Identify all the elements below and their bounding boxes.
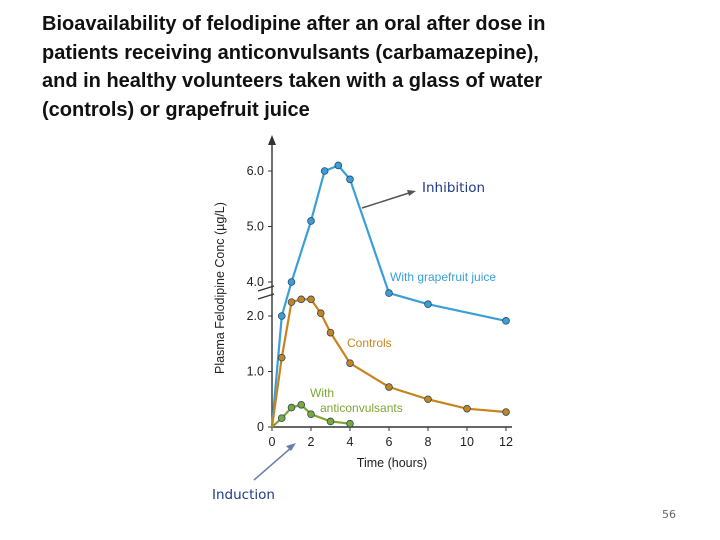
data-point-grapefruit-juice xyxy=(346,175,354,184)
data-point-controls xyxy=(463,404,471,413)
data-point-controls xyxy=(307,295,315,304)
axis-break-mark xyxy=(257,293,275,300)
title-line: and in healthy volunteers taken with a g… xyxy=(42,70,543,92)
series-line-grapefruit-juice xyxy=(270,164,507,428)
data-point-grapefruit-juice xyxy=(385,289,393,297)
data-point-controls xyxy=(385,383,393,391)
y-tick-label: 0 xyxy=(257,420,264,434)
x-axis-title: Time (hours) xyxy=(357,456,427,470)
data-point-anticonvulsants xyxy=(297,400,306,409)
data-point-controls xyxy=(346,359,354,367)
y-tick-label: 4.0 xyxy=(247,275,264,289)
data-point-grapefruit-juice xyxy=(277,312,286,320)
data-point-controls xyxy=(277,353,286,362)
data-point-anticonvulsants xyxy=(287,403,296,412)
y-axis-title: Plasma Felodipine Conc (µg/L) xyxy=(213,202,227,374)
y-tick-label: 2.0 xyxy=(247,309,264,323)
data-point-controls xyxy=(502,408,510,416)
axis-break-mark xyxy=(257,285,275,292)
slide-title: Bioavailability of felodipine after an o… xyxy=(42,10,702,124)
data-point-grapefruit-juice xyxy=(334,161,343,170)
x-tick-label: 0 xyxy=(269,435,276,449)
data-point-anticonvulsants xyxy=(326,417,335,426)
data-point-anticonvulsants xyxy=(307,410,315,419)
y-axis-arrowhead xyxy=(268,135,276,145)
labels: Time (hours) Plasma Felodipine Conc (µg/L… xyxy=(213,202,496,470)
series-group xyxy=(270,161,510,428)
x-tick-label: 10 xyxy=(460,435,474,449)
x-tick-label: 6 xyxy=(386,435,393,449)
axes: 0 1.0 2.0 4.0 5.0 6.0 0 2 4 6 8 10 12 xyxy=(247,135,513,449)
inhibition-arrow xyxy=(361,191,413,209)
data-point-controls xyxy=(424,395,432,404)
title-line: patients receiving anticonvulsants (carb… xyxy=(42,41,539,64)
series-label-anticonvulsants: anticonvulsants xyxy=(320,401,403,415)
data-point-controls xyxy=(287,298,296,306)
callout-arrows xyxy=(253,190,416,481)
y-tick-label: 1.0 xyxy=(247,365,264,379)
series-label-controls: Controls xyxy=(347,336,392,350)
data-point-grapefruit-juice xyxy=(320,167,329,175)
x-tick-label: 8 xyxy=(425,435,432,449)
title-line: (controls) or grapefruit juice xyxy=(42,98,310,121)
induction-arrowhead xyxy=(286,443,296,451)
x-tick-label: 4 xyxy=(347,435,354,449)
series-line-controls xyxy=(270,298,507,428)
y-tick-label: 5.0 xyxy=(247,220,264,234)
slide-number: 56 xyxy=(662,508,676,521)
data-point-controls xyxy=(297,295,306,304)
induction-arrow xyxy=(253,446,293,481)
data-point-grapefruit-juice xyxy=(307,217,315,225)
data-point-grapefruit-juice xyxy=(502,317,510,325)
series-label-anticonvulsants: With xyxy=(310,386,334,400)
data-point-grapefruit-juice xyxy=(424,300,432,309)
data-point-anticonvulsants xyxy=(346,419,354,428)
data-point-controls xyxy=(326,328,335,337)
inhibition-arrowhead xyxy=(407,190,416,196)
series-label-grapefruit: With grapefruit juice xyxy=(390,270,496,284)
title-line: Bioavailability of felodipine after an o… xyxy=(42,13,546,35)
inhibition-callout: Inhibition xyxy=(422,180,486,196)
data-point-controls xyxy=(316,309,325,318)
x-tick-label: 2 xyxy=(308,435,315,449)
data-point-anticonvulsants xyxy=(277,414,286,422)
x-tick-label: 12 xyxy=(499,435,513,449)
data-point-grapefruit-juice xyxy=(287,278,296,286)
induction-callout: Induction xyxy=(212,487,275,503)
y-tick-label: 6.0 xyxy=(247,164,264,178)
